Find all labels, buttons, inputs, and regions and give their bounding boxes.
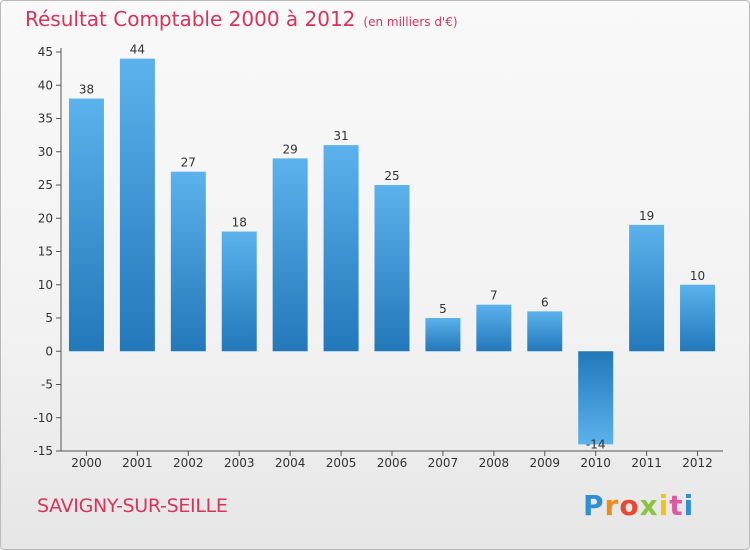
bar-2008: [476, 304, 512, 352]
data-label-2012: 10: [690, 269, 705, 283]
logo-letter: i: [683, 489, 695, 522]
x-tick-label: 2009: [529, 456, 560, 470]
x-tick-label: 2006: [377, 456, 408, 470]
bar-2011: [629, 224, 665, 352]
x-tick-label: 2005: [326, 456, 357, 470]
y-tick-label: 15: [38, 245, 53, 259]
bar-2007: [425, 318, 461, 352]
chart-title-block: Résultat Comptable 2000 à 2012 (en millie…: [25, 7, 458, 31]
bar-2010: [578, 351, 614, 445]
data-label-2000: 38: [79, 83, 94, 97]
logo-letter: r: [604, 489, 620, 522]
bar-2003: [221, 231, 257, 352]
bar-2001: [119, 58, 155, 352]
x-tick-label: 2012: [682, 456, 713, 470]
data-label-2011: 19: [639, 209, 654, 223]
bar-2000: [68, 98, 104, 352]
y-tick-label: 40: [38, 78, 53, 92]
proxiti-logo[interactable]: Proxiti: [583, 489, 694, 522]
bar-2002: [170, 171, 206, 352]
data-label-2006: 25: [384, 169, 399, 183]
data-label-2005: 31: [333, 129, 348, 143]
y-tick-label: 25: [38, 178, 53, 192]
x-tick-label: 2001: [122, 456, 153, 470]
data-label-2004: 29: [283, 142, 298, 156]
y-tick-label: 5: [45, 311, 53, 325]
y-tick-label: 20: [38, 211, 53, 225]
logo-letter: x: [639, 489, 659, 522]
x-tick-label: 2010: [580, 456, 611, 470]
logo-letter: i: [658, 489, 670, 522]
data-label-2009: 6: [541, 295, 549, 309]
y-tick-label: -15: [33, 444, 53, 458]
data-label-2010: -14: [586, 437, 606, 451]
x-tick-label: 2004: [275, 456, 306, 470]
city-name: SAVIGNY-SUR-SEILLE: [37, 495, 228, 517]
y-tick-label: 10: [38, 278, 53, 292]
x-tick-label: 2003: [224, 456, 255, 470]
x-tick-label: 2002: [173, 456, 204, 470]
y-tick-label: 45: [38, 45, 53, 59]
logo-letter: P: [583, 489, 605, 522]
logo-letter: t: [669, 489, 684, 522]
y-tick-label: 0: [45, 344, 53, 358]
bar-2012: [680, 284, 716, 352]
x-tick-label: 2008: [479, 456, 510, 470]
bar-2004: [272, 158, 308, 352]
chart-subtitle: (en milliers d'€): [363, 15, 458, 29]
data-label-2008: 7: [490, 289, 498, 303]
y-tick-label: 30: [38, 145, 53, 159]
data-label-2002: 27: [181, 156, 196, 170]
y-tick-label: -5: [41, 378, 53, 392]
y-tick-label: -10: [33, 411, 53, 425]
x-tick-label: 2007: [428, 456, 459, 470]
bar-2009: [527, 311, 563, 352]
data-label-2007: 5: [439, 302, 447, 316]
logo-letter: o: [619, 489, 640, 522]
data-label-2001: 44: [130, 43, 145, 57]
bar-2006: [374, 185, 410, 352]
data-label-2003: 18: [232, 216, 247, 230]
chart-title: Résultat Comptable 2000 à 2012: [25, 7, 356, 31]
bar-2005: [323, 145, 359, 352]
x-tick-label: 2011: [631, 456, 662, 470]
x-tick-label: 2000: [71, 456, 102, 470]
y-tick-label: 35: [38, 112, 53, 126]
